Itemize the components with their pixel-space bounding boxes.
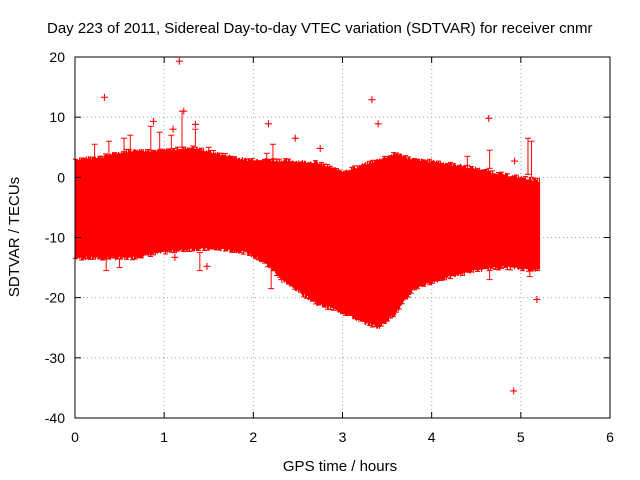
outlier-point bbox=[149, 117, 157, 125]
x-axis-label: GPS time / hours bbox=[283, 458, 397, 475]
y-tick-label: -40 bbox=[45, 410, 65, 426]
outlier-point bbox=[191, 120, 199, 128]
x-tick-label: 4 bbox=[428, 429, 436, 445]
outlier-point bbox=[171, 253, 179, 261]
outlier-point bbox=[368, 96, 376, 104]
x-tick-label: 6 bbox=[606, 429, 614, 445]
outlier-point bbox=[100, 93, 108, 101]
outlier-point bbox=[485, 114, 493, 122]
chart-title: Day 223 of 2011, Sidereal Day-to-day VTE… bbox=[47, 20, 592, 37]
outlier-point bbox=[278, 276, 286, 284]
y-tick-label: 0 bbox=[57, 169, 65, 185]
outlier-point bbox=[264, 120, 272, 128]
outlier-point bbox=[291, 134, 299, 142]
sdtvar-series bbox=[73, 57, 541, 395]
x-tick-label: 0 bbox=[71, 429, 79, 445]
outlier-point bbox=[511, 157, 519, 165]
y-tick-label: -20 bbox=[45, 290, 65, 306]
outlier-point bbox=[169, 125, 177, 133]
x-tick-label: 5 bbox=[517, 429, 525, 445]
y-tick-label: 10 bbox=[49, 109, 65, 125]
x-tick-label: 3 bbox=[339, 429, 347, 445]
outlier-point bbox=[316, 144, 324, 152]
outlier-point bbox=[175, 57, 183, 65]
y-axis-label: SDTVAR / TECUs bbox=[6, 177, 23, 297]
y-tick-label: -30 bbox=[45, 350, 65, 366]
outlier-point bbox=[180, 107, 188, 115]
axis-ticks: 0 1 2 3 4 5 6 -40 -30 -20 -10 0 10 20 bbox=[45, 49, 614, 445]
outlier-point bbox=[374, 120, 382, 128]
y-tick-label: 20 bbox=[49, 49, 65, 65]
x-tick-label: 1 bbox=[160, 429, 168, 445]
outlier-point bbox=[533, 295, 541, 303]
x-tick-label: 2 bbox=[249, 429, 257, 445]
outlier-point bbox=[203, 262, 211, 270]
y-tick-label: -10 bbox=[45, 230, 65, 246]
outlier-point bbox=[510, 387, 518, 395]
